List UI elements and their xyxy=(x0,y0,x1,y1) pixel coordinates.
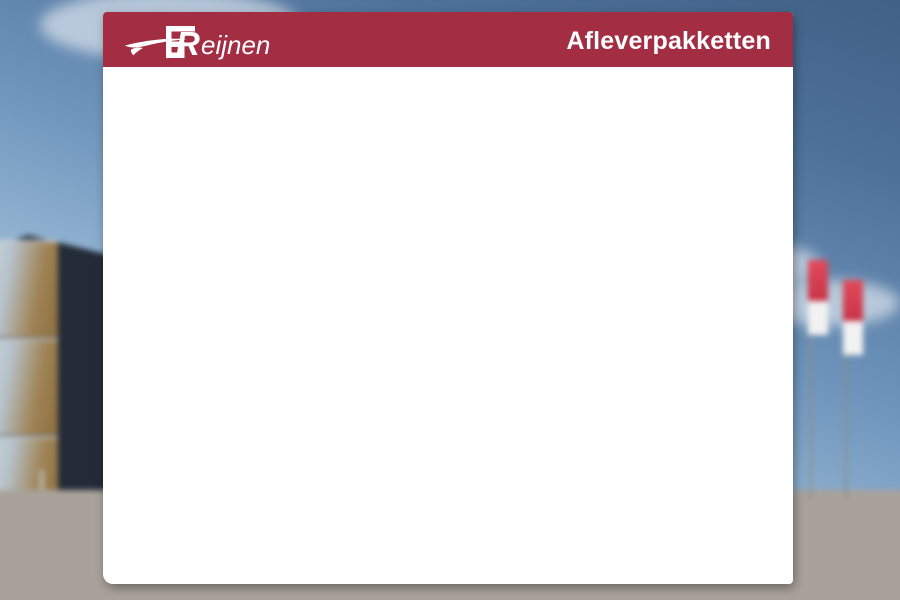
svg-text:R: R xyxy=(176,25,200,62)
svg-text:eijnen: eijnen xyxy=(201,30,270,60)
